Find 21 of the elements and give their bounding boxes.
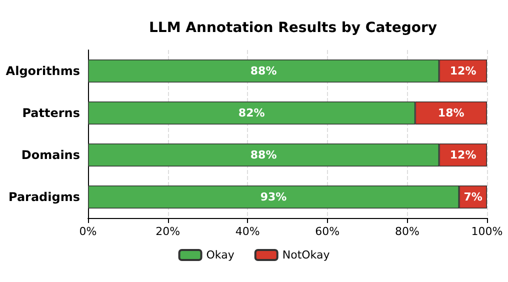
data-label: 93%	[260, 190, 287, 204]
y-tick-label: Paradigms	[8, 190, 80, 204]
data-label: 88%	[250, 148, 277, 162]
y-tick-label: Patterns	[22, 106, 80, 120]
x-tick-label: 40%	[235, 225, 260, 238]
x-tick-label: 80%	[394, 225, 420, 238]
legend-label: NotOkay	[282, 248, 330, 262]
x-tick-label: 60%	[315, 225, 340, 238]
data-label: 12%	[450, 148, 476, 162]
data-label: 7%	[464, 190, 482, 204]
data-label: 12%	[450, 64, 476, 78]
y-tick-label: Algorithms	[6, 64, 80, 78]
x-tick-label: 20%	[156, 225, 180, 238]
x-tick-label: 0%	[79, 225, 97, 238]
chart-title: LLM Annotation Results by Category	[149, 20, 437, 36]
x-tick-label: 100%	[471, 225, 503, 238]
data-label: 88%	[250, 64, 277, 78]
data-label: 18%	[438, 106, 464, 120]
y-tick-label: Domains	[21, 148, 80, 162]
data-label: 82%	[238, 106, 265, 120]
legend-label: Okay	[206, 248, 235, 262]
